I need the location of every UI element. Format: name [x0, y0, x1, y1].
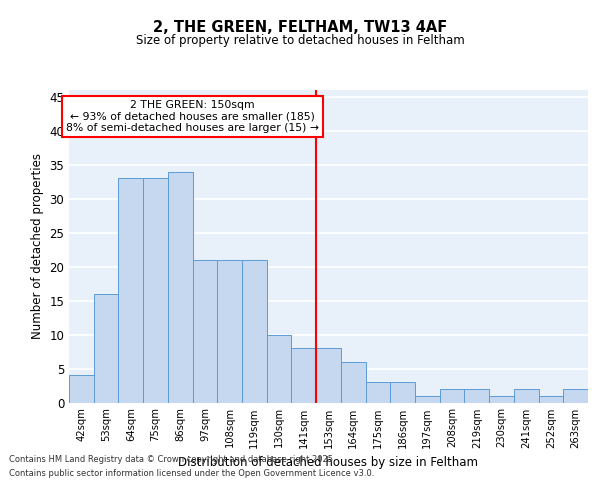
Bar: [94, 294, 118, 403]
Text: 2, THE GREEN, FELTHAM, TW13 4AF: 2, THE GREEN, FELTHAM, TW13 4AF: [153, 20, 447, 35]
Y-axis label: Number of detached properties: Number of detached properties: [31, 153, 44, 339]
Bar: [118, 178, 143, 402]
Bar: [193, 260, 217, 402]
Bar: [539, 396, 563, 402]
Bar: [69, 376, 94, 402]
Bar: [440, 389, 464, 402]
Text: Size of property relative to detached houses in Feltham: Size of property relative to detached ho…: [136, 34, 464, 47]
Bar: [390, 382, 415, 402]
Bar: [292, 348, 316, 403]
Text: Contains HM Land Registry data © Crown copyright and database right 2025.: Contains HM Land Registry data © Crown c…: [9, 456, 335, 464]
X-axis label: Distribution of detached houses by size in Feltham: Distribution of detached houses by size …: [179, 456, 479, 469]
Bar: [217, 260, 242, 402]
Bar: [267, 334, 292, 402]
Bar: [168, 172, 193, 402]
Bar: [464, 389, 489, 402]
Bar: [563, 389, 588, 402]
Bar: [242, 260, 267, 402]
Bar: [341, 362, 365, 403]
Text: Contains public sector information licensed under the Open Government Licence v3: Contains public sector information licen…: [9, 469, 374, 478]
Text: 2 THE GREEN: 150sqm
← 93% of detached houses are smaller (185)
8% of semi-detach: 2 THE GREEN: 150sqm ← 93% of detached ho…: [66, 100, 319, 134]
Bar: [316, 348, 341, 403]
Bar: [415, 396, 440, 402]
Bar: [143, 178, 168, 402]
Bar: [365, 382, 390, 402]
Bar: [514, 389, 539, 402]
Bar: [489, 396, 514, 402]
